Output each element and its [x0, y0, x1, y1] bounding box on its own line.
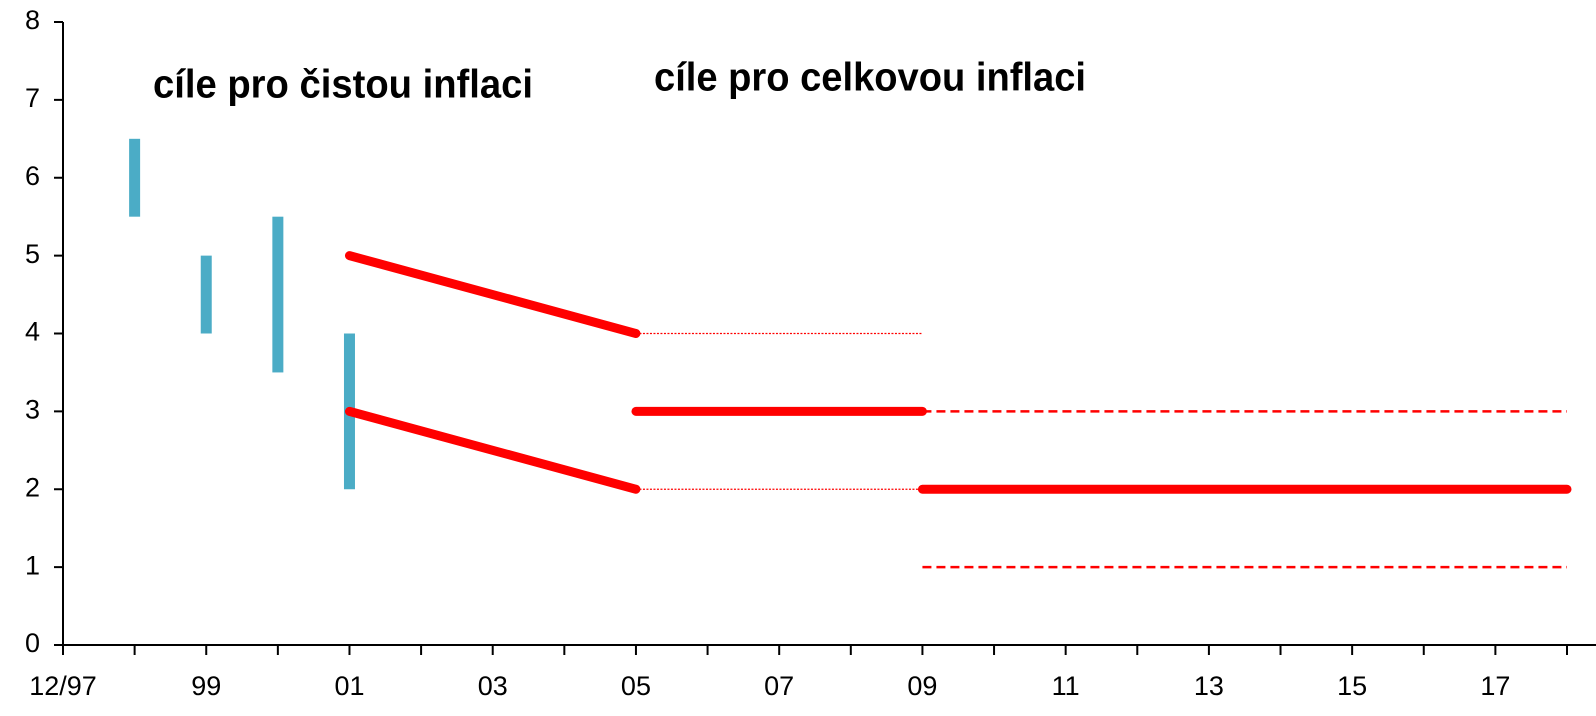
x-tick-label: 01 — [334, 671, 364, 701]
y-tick-label: 3 — [25, 395, 40, 425]
annotation: cíle pro čistou inflaci — [153, 63, 533, 107]
x-tick-label: 99 — [191, 671, 221, 701]
y-tick-label: 2 — [25, 472, 40, 502]
x-tick-label: 05 — [621, 671, 651, 701]
x-tick-label: 03 — [478, 671, 508, 701]
x-tick-label: 17 — [1480, 671, 1510, 701]
x-tick-label: 13 — [1194, 671, 1224, 701]
y-tick-label: 0 — [25, 628, 40, 658]
annotation: cíle pro celkovou inflaci — [654, 56, 1086, 100]
y-tick-label: 4 — [25, 317, 40, 347]
y-tick-label: 5 — [25, 239, 40, 269]
x-tick-label: 07 — [764, 671, 794, 701]
target-range — [272, 216, 284, 373]
target-range — [129, 138, 141, 217]
target-line — [344, 251, 641, 338]
y-tick-label: 7 — [25, 83, 40, 113]
x-tick-label: 15 — [1337, 671, 1367, 701]
x-tick-label: 12/97 — [29, 671, 97, 701]
y-tick-label: 8 — [25, 5, 40, 35]
x-tick-label: 09 — [907, 671, 937, 701]
x-tick-label: 11 — [1052, 671, 1080, 701]
y-tick-label: 6 — [25, 161, 40, 191]
target-range — [200, 255, 212, 334]
target-line — [344, 406, 641, 494]
y-tick-label: 1 — [25, 550, 40, 580]
